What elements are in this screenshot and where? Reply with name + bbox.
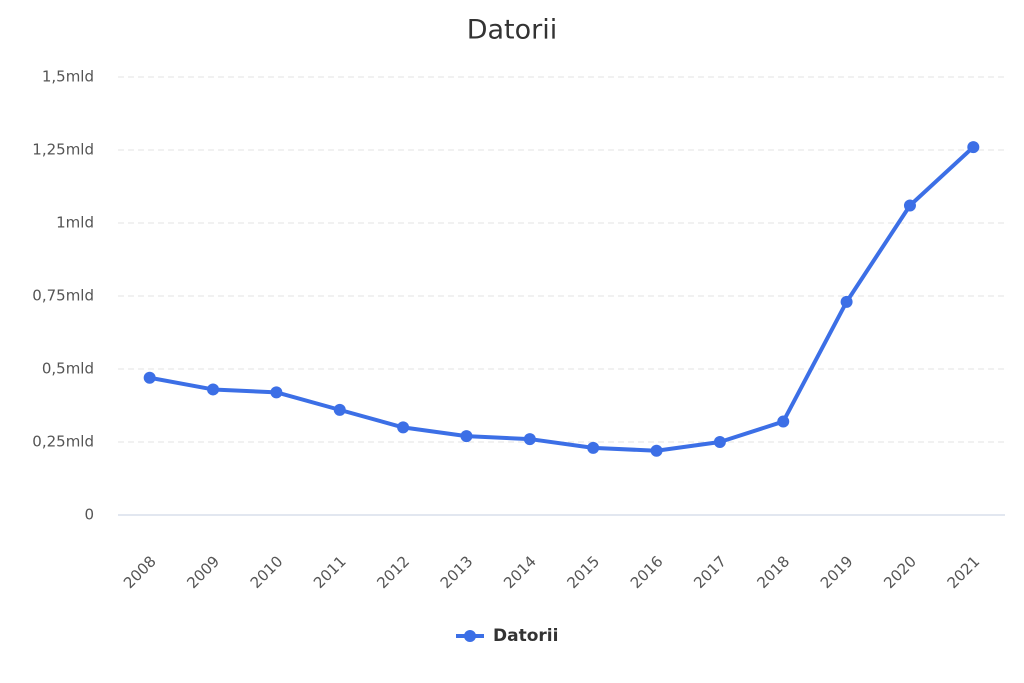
data-point bbox=[587, 441, 600, 454]
y-tick-label: 0,25mld bbox=[32, 433, 94, 451]
y-tick-label: 1mld bbox=[56, 214, 94, 232]
x-tick-label: 2013 bbox=[437, 552, 477, 592]
data-point bbox=[777, 415, 790, 428]
data-point bbox=[460, 430, 473, 443]
x-tick-label: 2015 bbox=[563, 552, 603, 592]
x-tick-label: 2017 bbox=[690, 552, 730, 592]
data-point bbox=[650, 444, 663, 457]
y-tick-label: 0 bbox=[84, 506, 94, 524]
data-point bbox=[523, 433, 536, 446]
x-tick-label: 2021 bbox=[944, 552, 984, 592]
y-tick-label: 0,75mld bbox=[32, 287, 94, 305]
x-tick-label: 2011 bbox=[310, 552, 350, 592]
x-tick-label: 2019 bbox=[817, 552, 857, 592]
x-tick-label: 2020 bbox=[880, 552, 920, 592]
x-tick-label: 2016 bbox=[627, 552, 667, 592]
y-tick-label: 0,5mld bbox=[42, 360, 94, 378]
x-tick-label: 2014 bbox=[500, 552, 540, 592]
x-tick-label: 2009 bbox=[183, 552, 223, 592]
data-point bbox=[903, 199, 916, 212]
data-point bbox=[270, 386, 283, 399]
data-point bbox=[207, 383, 220, 396]
y-tick-label: 1,25mld bbox=[32, 141, 94, 159]
x-tick-label: 2012 bbox=[373, 552, 413, 592]
data-point bbox=[967, 141, 980, 154]
legend-marker bbox=[464, 630, 476, 642]
x-tick-label: 2008 bbox=[120, 552, 160, 592]
data-point bbox=[397, 421, 410, 434]
data-point bbox=[333, 403, 346, 416]
x-tick-label: 2018 bbox=[754, 552, 794, 592]
data-point bbox=[143, 371, 156, 384]
chart-title: Datorii bbox=[467, 15, 558, 46]
y-tick-label: 1,5mld bbox=[42, 68, 94, 86]
legend-label: Datorii bbox=[493, 626, 558, 646]
x-tick-label: 2010 bbox=[247, 552, 287, 592]
data-point bbox=[713, 436, 726, 448]
data-point bbox=[840, 295, 853, 308]
series-line bbox=[149, 145, 975, 453]
